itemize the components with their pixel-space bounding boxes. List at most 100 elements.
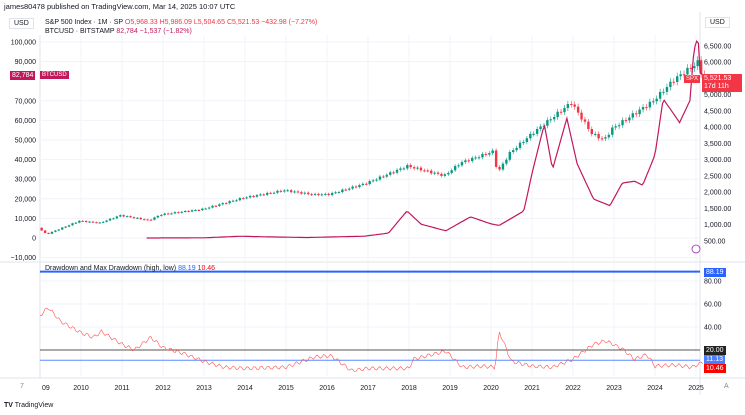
- candle: [64, 226, 67, 228]
- x-tick-label: 2019: [442, 385, 458, 392]
- candle: [515, 147, 518, 151]
- candle: [556, 111, 559, 118]
- candle: [522, 141, 525, 143]
- candle: [382, 176, 385, 178]
- candle: [662, 91, 665, 93]
- spx-symbol-tag: SPX: [684, 75, 701, 83]
- x-tick-label: 2013: [196, 385, 212, 392]
- left-y-tick: −10,000: [11, 255, 37, 262]
- right-y-tick: 4,000.00: [704, 125, 731, 132]
- candle: [149, 219, 153, 221]
- candle: [682, 74, 686, 76]
- candle: [279, 190, 283, 192]
- candle: [638, 109, 641, 115]
- right-currency-label[interactable]: USD: [705, 17, 730, 28]
- candle: [313, 193, 317, 195]
- candle: [423, 170, 426, 172]
- drawdown-legend[interactable]: Drawdown and Max Drawdown (high, low) 88…: [45, 265, 215, 272]
- candle: [419, 167, 423, 171]
- candle: [679, 74, 682, 77]
- x-tick-label: 2018: [401, 385, 417, 392]
- candle: [539, 126, 542, 129]
- candle: [289, 190, 293, 193]
- candle: [583, 119, 587, 122]
- spx-price-tag: 5,521.53 17d 11h: [702, 74, 742, 92]
- x-tick-label: 09: [42, 385, 50, 392]
- candle: [696, 60, 699, 67]
- candle: [617, 125, 621, 127]
- candle: [95, 222, 98, 224]
- candle: [132, 217, 136, 219]
- candle: [81, 220, 84, 222]
- x-tick-label: 2020: [483, 385, 499, 392]
- candle: [453, 166, 457, 171]
- candle: [136, 217, 139, 219]
- candle: [447, 172, 450, 175]
- max-drawdown-tag: 88.19: [704, 268, 726, 277]
- candle: [648, 101, 652, 108]
- x-tick-label: 2024: [647, 385, 663, 392]
- candle: [310, 194, 313, 196]
- candle: [184, 211, 187, 213]
- left-currency-label[interactable]: USD: [9, 18, 34, 29]
- btc-legend[interactable]: BTCUSD · BITSTAMP 82,784 −1,537 (−1.82%): [45, 28, 192, 35]
- candle: [255, 195, 259, 197]
- x-tick-label: 2010: [73, 385, 89, 392]
- candle: [47, 232, 50, 234]
- right-y-tick: 2,500.00: [704, 173, 731, 180]
- left-y-tick: 30,000: [15, 177, 37, 184]
- candle: [693, 66, 696, 69]
- right-y-tick: 500.00: [704, 238, 726, 245]
- candle: [245, 197, 248, 199]
- candle: [317, 193, 320, 196]
- candle: [604, 137, 607, 139]
- candle: [566, 104, 570, 108]
- drawdown-low-tag: 10.46: [704, 364, 726, 373]
- candle: [228, 201, 231, 204]
- candle: [197, 209, 201, 211]
- x-tick-label: 2021: [524, 385, 540, 392]
- candle: [61, 227, 64, 230]
- candle: [293, 191, 296, 193]
- candle: [88, 221, 91, 223]
- drawdown-line: [39, 307, 704, 372]
- candle: [477, 157, 481, 159]
- candle: [283, 190, 286, 192]
- spx-close: C5,521.53: [226, 19, 260, 26]
- left-y-tick: 20,000: [15, 196, 37, 203]
- right-y-tick: 6,000.00: [704, 60, 731, 67]
- candle: [91, 221, 95, 223]
- candle: [464, 160, 467, 163]
- x-tick-label: 2014: [237, 385, 253, 392]
- candle: [631, 113, 634, 118]
- candle: [139, 217, 142, 220]
- candle: [320, 194, 324, 196]
- x-tick-label: 2016: [319, 385, 335, 392]
- candle: [532, 133, 535, 135]
- candle: [641, 107, 645, 110]
- candle: [433, 172, 436, 174]
- candle: [225, 203, 228, 205]
- x-tick-label: 2023: [606, 385, 622, 392]
- candle: [652, 101, 655, 103]
- candle: [344, 189, 347, 191]
- candle: [180, 211, 183, 213]
- level-20-tag: 20.00: [704, 346, 726, 355]
- candle: [115, 216, 119, 219]
- settings-icon[interactable]: 7: [20, 383, 24, 390]
- candle: [201, 208, 204, 211]
- candle: [351, 186, 354, 189]
- candle: [426, 170, 429, 172]
- candle: [368, 181, 371, 185]
- spx-open: O5,968.33: [124, 19, 158, 26]
- candle: [276, 190, 279, 193]
- spx-legend[interactable]: S&P 500 Index · 1M · SP O5,968.33 H5,986…: [45, 19, 317, 26]
- candle: [614, 126, 617, 128]
- btc-value: 82,784 −1,537 (−1.82%): [116, 28, 192, 35]
- candle: [105, 220, 108, 222]
- btc-price-tag: 82,784: [10, 71, 36, 80]
- auto-scale-icon[interactable]: A: [724, 383, 729, 390]
- candle: [474, 157, 477, 159]
- candle: [686, 67, 689, 75]
